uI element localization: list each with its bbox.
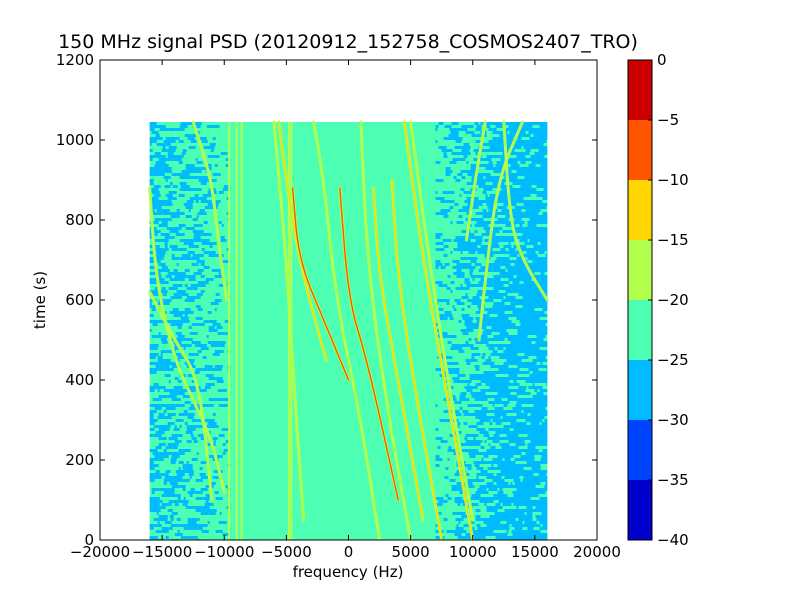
colorbar-tick-label-0: 0 <box>657 51 667 69</box>
trace-7 <box>391 179 443 540</box>
trace-4 <box>339 187 399 501</box>
y-axis: 0 200 400 600 800 1000 1200 <box>56 51 597 549</box>
y-tick-label-3: 600 <box>65 291 94 309</box>
x-tick-label-1: −15000 <box>132 543 192 561</box>
colorbar-band-7 <box>628 60 652 120</box>
y-tick-label-2: 400 <box>65 371 94 389</box>
colorbar-tick-label-1: −5 <box>657 111 679 129</box>
colorbar-band-3 <box>628 300 652 360</box>
x-axis: −20000 −15000 −10000 −5000 0 5000 10000 15000 20… <box>70 60 621 561</box>
trace-14 <box>478 121 524 341</box>
colorbar-tick-label-6: −30 <box>657 411 689 429</box>
colorbar-tick-label-4: −20 <box>657 291 689 309</box>
chart-title: 150 MHz signal PSD (20120912_152758_COSM… <box>58 31 638 53</box>
heatmap-region-0 <box>149 122 231 540</box>
x-tick-label-0: −20000 <box>70 543 130 561</box>
x-axis-label: frequency (Hz) <box>293 563 404 581</box>
y-tick-label-6: 1200 <box>56 51 94 69</box>
trace-12 <box>192 121 228 301</box>
colorbar-band-2 <box>628 360 652 420</box>
y-tick-label-4: 800 <box>65 211 94 229</box>
colorbar-band-5 <box>628 180 652 240</box>
y-tick-label-5: 1000 <box>56 131 94 149</box>
colorbar-tick-label-2: −10 <box>657 171 689 189</box>
signal-traces <box>148 120 549 540</box>
colorbar-band-1 <box>628 420 652 480</box>
x-tick-label-2: −10000 <box>194 543 254 561</box>
colorbar-band-0 <box>628 480 652 540</box>
colorbar: 0 −5 −10 −15 −20 −25 −30 −35 −40 <box>627 51 689 549</box>
y-tick-label-1: 200 <box>65 451 94 469</box>
colorbar-tick-label-3: −15 <box>657 231 689 249</box>
plot-area <box>148 120 549 540</box>
x-tick-label-3: −5000 <box>261 543 312 561</box>
colorbar-tick-label-7: −35 <box>657 471 689 489</box>
trace-3 <box>313 121 381 540</box>
trace-2 <box>291 187 350 381</box>
trace-5 <box>360 121 412 540</box>
x-tick-label-4: 0 <box>344 543 354 561</box>
trace-0 <box>273 121 305 521</box>
colorbar-band-4 <box>628 240 652 300</box>
trace-11 <box>149 291 213 501</box>
x-tick-label-6: 10000 <box>449 543 497 561</box>
colorbar-band-6 <box>628 120 652 180</box>
colorbar-tick-label-8: −40 <box>657 531 689 549</box>
y-tick-label-0: 0 <box>84 531 94 549</box>
x-tick-label-5: 5000 <box>392 543 430 561</box>
y-axis-label: time (s) <box>31 271 49 329</box>
x-tick-label-8: 20000 <box>573 543 621 561</box>
colorbar-tick-label-5: −25 <box>657 351 689 369</box>
trace-6 <box>372 187 424 521</box>
trace-8 <box>403 121 474 540</box>
trace-13 <box>503 121 548 301</box>
x-tick-label-7: 15000 <box>511 543 559 561</box>
trace-9 <box>409 121 474 521</box>
trace-15 <box>465 121 486 241</box>
